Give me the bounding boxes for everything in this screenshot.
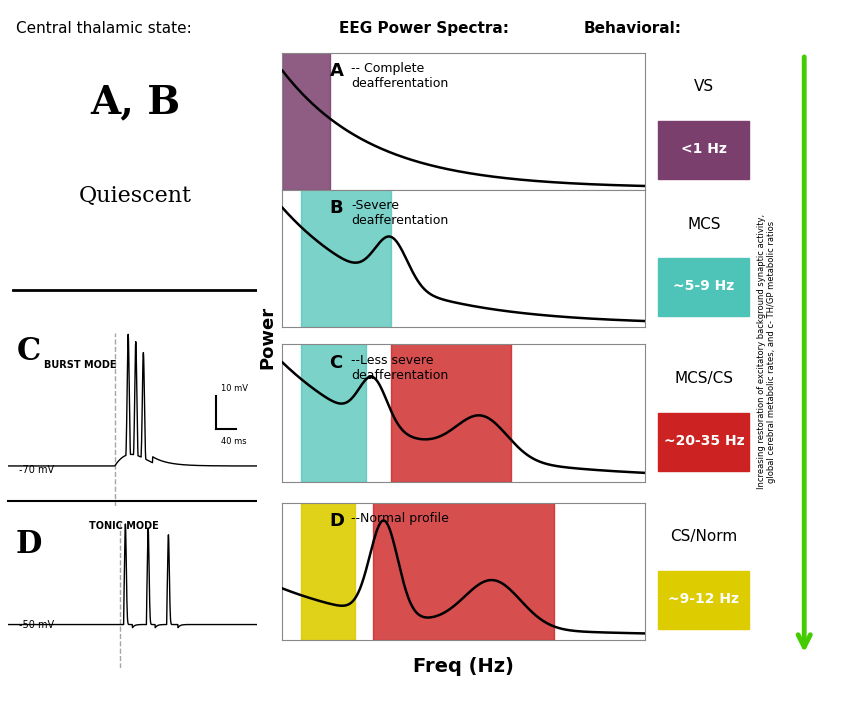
- Bar: [391, 324, 511, 482]
- Text: Power: Power: [259, 306, 277, 369]
- Text: A, B: A, B: [90, 84, 180, 122]
- Text: 10 mV: 10 mV: [221, 384, 248, 393]
- Text: Behavioral:: Behavioral:: [583, 20, 681, 36]
- Text: -- Complete
deafferentation: -- Complete deafferentation: [352, 63, 448, 90]
- Text: A: A: [330, 63, 343, 80]
- Text: B: B: [330, 200, 343, 217]
- Bar: [658, 413, 749, 470]
- Text: -50 mV: -50 mV: [19, 619, 54, 630]
- Bar: [301, 324, 366, 482]
- Text: Freq (Hz): Freq (Hz): [413, 657, 514, 676]
- Text: D: D: [330, 512, 345, 530]
- Text: C: C: [17, 336, 40, 367]
- Bar: [301, 169, 391, 327]
- Text: D: D: [15, 529, 42, 560]
- Text: Central thalamic state:: Central thalamic state:: [16, 20, 191, 36]
- Text: BURST MODE: BURST MODE: [44, 360, 116, 370]
- Text: ~9-12 Hz: ~9-12 Hz: [668, 593, 739, 606]
- Text: C: C: [330, 354, 343, 372]
- Text: ~20-35 Hz: ~20-35 Hz: [663, 434, 744, 448]
- Bar: [658, 121, 749, 179]
- Text: ~5-9 Hz: ~5-9 Hz: [674, 280, 734, 293]
- Text: 40 ms: 40 ms: [221, 437, 246, 446]
- Text: TONIC MODE: TONIC MODE: [89, 521, 159, 531]
- Text: -70 mV: -70 mV: [19, 465, 54, 475]
- Text: --Less severe
deafferentation: --Less severe deafferentation: [352, 354, 448, 382]
- Bar: [658, 259, 749, 316]
- Text: MCS/CS: MCS/CS: [674, 371, 733, 386]
- Text: VS: VS: [694, 79, 714, 94]
- Bar: [301, 482, 355, 640]
- Bar: [658, 571, 749, 628]
- Text: -Severe
deafferentation: -Severe deafferentation: [352, 200, 448, 227]
- Bar: [373, 482, 555, 640]
- Text: <1 Hz: <1 Hz: [681, 143, 727, 156]
- Text: Quiescent: Quiescent: [78, 185, 191, 207]
- Bar: [282, 32, 330, 190]
- Text: EEG Power Spectra:: EEG Power Spectra:: [339, 20, 508, 36]
- Text: --Normal profile: --Normal profile: [352, 512, 449, 525]
- Text: MCS: MCS: [687, 217, 721, 231]
- Text: CS/Norm: CS/Norm: [670, 529, 738, 544]
- Text: Increasing restoration of excitatory background synaptic activity,
global cerebr: Increasing restoration of excitatory bac…: [756, 214, 776, 489]
